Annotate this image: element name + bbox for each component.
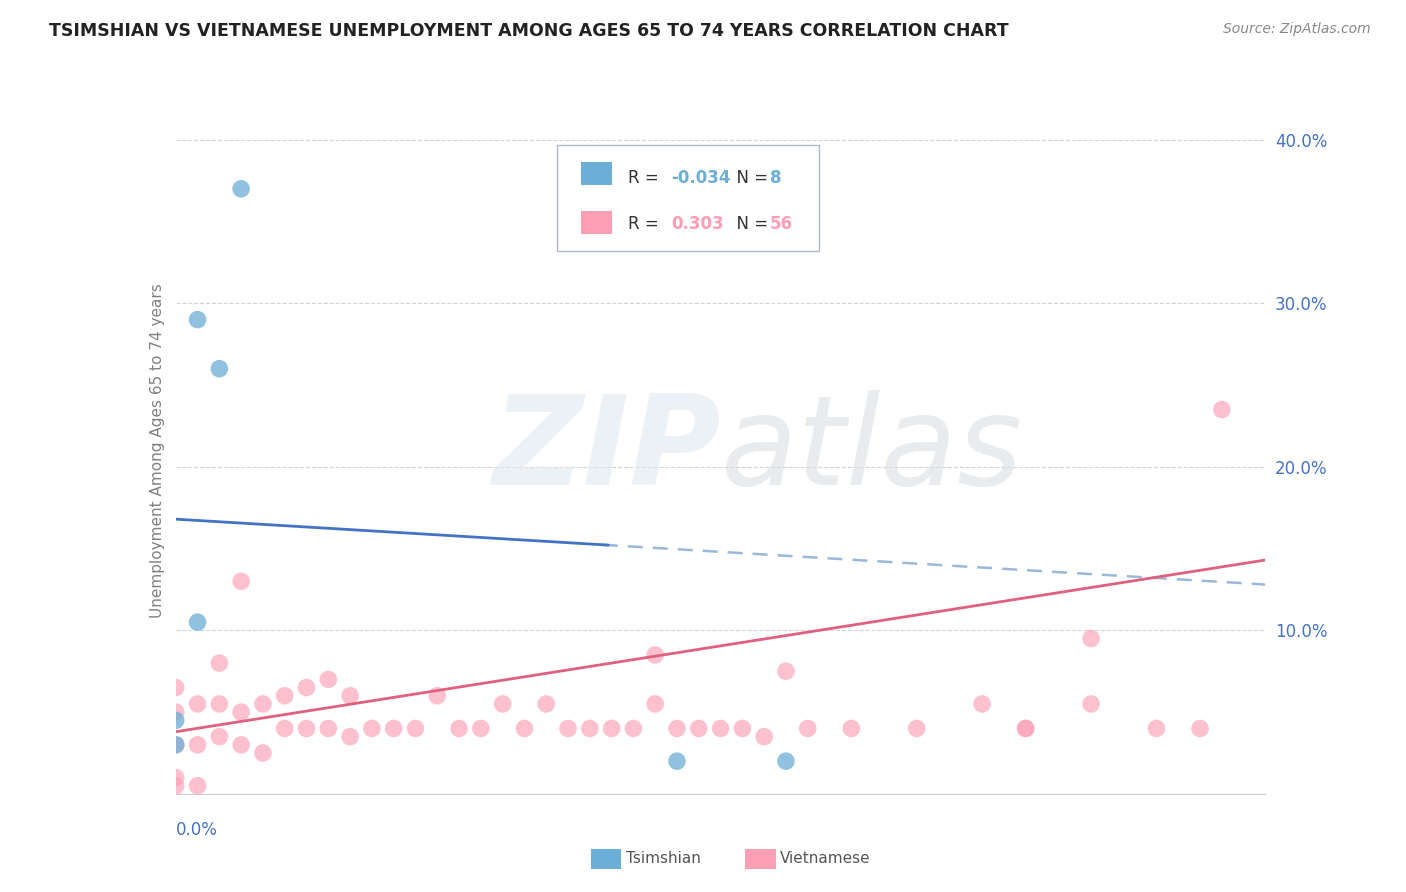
Point [231,705,253,719]
Text: Tsimshian: Tsimshian [626,852,700,866]
Point [688,722,710,736]
Point [274,722,297,736]
Text: 0.0%: 0.0% [176,822,218,839]
Point [165,771,187,785]
Text: ZIP: ZIP [492,390,721,511]
Point [165,779,187,793]
Text: Source: ZipAtlas.com: Source: ZipAtlas.com [1223,22,1371,37]
Point [557,722,579,736]
Point [470,722,492,736]
Point [318,673,340,687]
Point [644,648,666,662]
Point [775,754,797,768]
Point [231,182,253,196]
Text: 56: 56 [769,215,793,233]
Point [382,722,405,736]
Text: R =: R = [628,169,664,186]
Point [426,689,449,703]
Point [186,779,209,793]
Point [1189,722,1212,736]
Point [666,722,689,736]
Point [165,738,187,752]
Point [775,664,797,679]
Point [165,681,187,695]
Point [186,697,209,711]
Text: N =: N = [725,169,773,186]
Point [208,730,231,744]
Point [252,746,274,760]
Point [754,730,776,744]
FancyBboxPatch shape [557,145,818,252]
Point [339,730,361,744]
Point [318,722,340,736]
Point [186,738,209,752]
Point [1144,722,1167,736]
Text: -0.034: -0.034 [672,169,731,186]
Point [208,656,231,670]
Point [905,722,928,736]
Point [579,722,602,736]
Point [165,738,187,752]
Point [252,697,274,711]
Point [231,738,253,752]
Point [186,312,209,326]
Y-axis label: Unemployment Among Ages 65 to 74 years: Unemployment Among Ages 65 to 74 years [149,283,165,618]
Point [841,722,863,736]
Point [513,722,536,736]
Point [274,689,297,703]
Point [339,689,361,703]
Point [710,722,733,736]
Text: N =: N = [725,215,773,233]
Text: 8: 8 [769,169,782,186]
Point [405,722,427,736]
Point [165,714,187,728]
FancyBboxPatch shape [581,211,612,234]
Point [208,697,231,711]
Point [231,574,253,589]
Point [970,697,993,711]
Point [165,705,187,719]
Point [621,722,644,736]
Point [1211,402,1233,417]
Text: 0.303: 0.303 [672,215,724,233]
Text: Vietnamese: Vietnamese [780,852,870,866]
Point [1015,722,1038,736]
Point [186,615,209,630]
Text: R =: R = [628,215,664,233]
Point [208,361,231,376]
Text: TSIMSHIAN VS VIETNAMESE UNEMPLOYMENT AMONG AGES 65 TO 74 YEARS CORRELATION CHART: TSIMSHIAN VS VIETNAMESE UNEMPLOYMENT AMO… [49,22,1010,40]
Point [796,722,818,736]
Point [666,754,689,768]
Point [1080,632,1102,646]
Point [360,722,382,736]
Point [295,681,318,695]
Point [600,722,623,736]
Point [447,722,470,736]
Point [534,697,557,711]
Point [492,697,515,711]
Point [1080,697,1102,711]
Point [644,697,666,711]
Point [295,722,318,736]
Text: atlas: atlas [721,390,1022,511]
FancyBboxPatch shape [581,162,612,185]
Point [1015,722,1038,736]
Point [731,722,754,736]
